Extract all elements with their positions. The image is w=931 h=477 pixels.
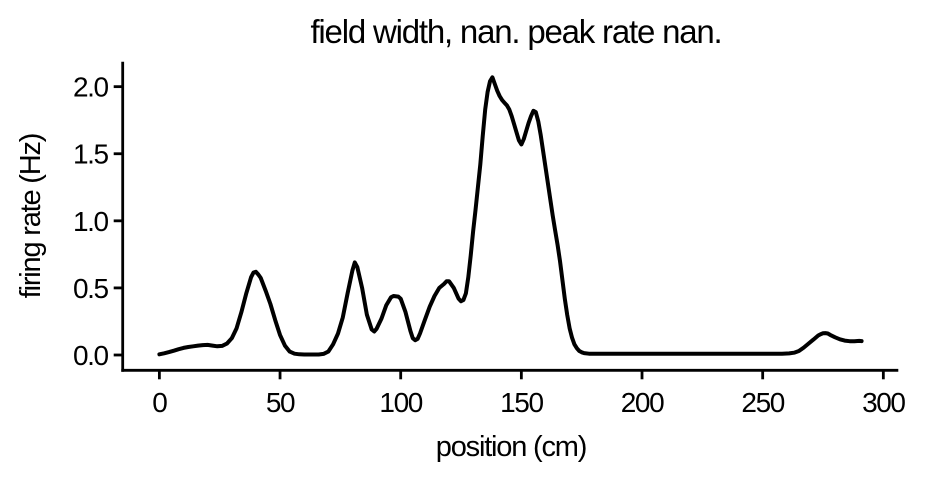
y-tick-label: 1.5 <box>73 139 109 170</box>
chart-title: field width, nan. peak rate nan. <box>310 13 721 50</box>
x-tick-label: 0 <box>152 387 167 418</box>
x-tick-label: 100 <box>379 387 422 418</box>
x-tick-label: 250 <box>741 387 784 418</box>
x-tick-label: 300 <box>862 387 905 418</box>
plot-area: 0 50 100 150 200 250 300 0.0 0.5 1.0 1.5 2.0 <box>73 61 907 418</box>
y-tick-label: 2.0 <box>73 72 109 103</box>
y-axis-label: firing rate (Hz) <box>15 134 47 299</box>
x-tick-label: 150 <box>500 387 543 418</box>
x-axis-label: position (cm) <box>436 431 586 463</box>
y-tick-label: 0.5 <box>73 273 109 304</box>
y-tick-label: 1.0 <box>73 206 109 237</box>
y-tick-label: 0.0 <box>73 340 109 371</box>
x-tick-label: 200 <box>621 387 664 418</box>
firing-rate-curve <box>157 75 864 357</box>
x-tick-label: 50 <box>266 387 295 418</box>
